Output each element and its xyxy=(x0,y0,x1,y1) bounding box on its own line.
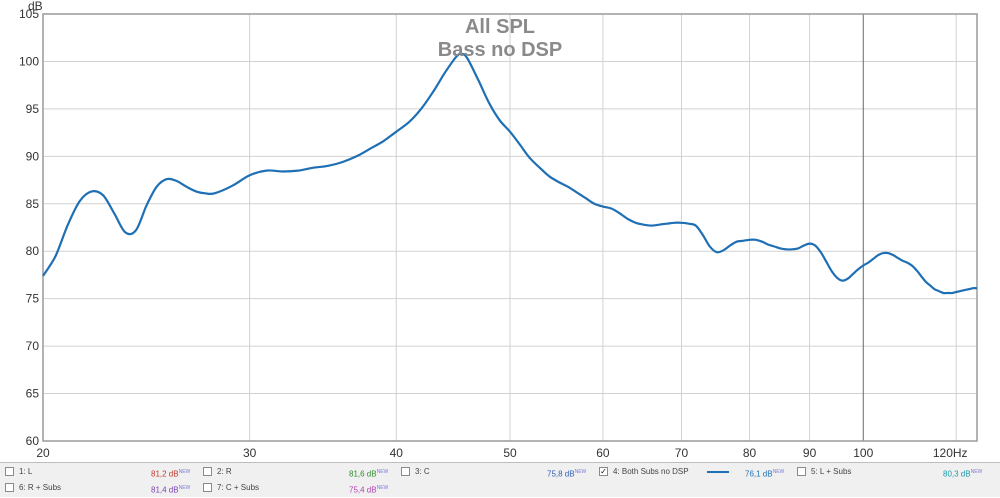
legend-label: 5: L + Subs xyxy=(811,467,852,476)
legend-new-badge: NEW xyxy=(772,469,785,475)
legend-item[interactable]: 3: C 75,8 dBNEW xyxy=(401,465,591,479)
plot-background xyxy=(0,0,1000,462)
y-axis-label: dB xyxy=(28,0,43,13)
legend-new-badge: NEW xyxy=(376,485,389,491)
y-tick-label: 100 xyxy=(19,54,39,68)
legend-checkbox[interactable] xyxy=(203,483,212,492)
y-tick-label: 95 xyxy=(26,102,40,116)
legend-new-badge: NEW xyxy=(574,469,587,475)
legend-label: 7: C + Subs xyxy=(217,483,260,492)
legend-new-badge: NEW xyxy=(178,485,191,491)
legend-item[interactable]: 2: R 81,6 dBNEW xyxy=(203,465,393,479)
y-tick-label: 85 xyxy=(26,197,40,211)
legend-new-badge: NEW xyxy=(376,469,389,475)
legend-value: 75,4 dBNEW xyxy=(349,485,389,495)
x-tick-label: 120Hz xyxy=(933,446,968,460)
legend-checkbox[interactable] xyxy=(5,467,14,476)
chart-subtitle: Bass no DSP xyxy=(438,39,562,61)
legend-new-badge: NEW xyxy=(970,469,983,475)
legend-value: 76,1 dBNEW xyxy=(745,469,785,479)
legend-label: 1: L xyxy=(19,467,33,476)
x-tick-label: 50 xyxy=(503,446,517,460)
legend-new-badge: NEW xyxy=(178,469,191,475)
legend-label: 3: C xyxy=(415,467,430,476)
legend-label: 6: R + Subs xyxy=(19,483,62,492)
y-tick-label: 90 xyxy=(26,149,40,163)
y-tick-label: 60 xyxy=(26,434,40,448)
y-tick-label: 80 xyxy=(26,244,40,258)
legend-item[interactable]: 6: R + Subs 81,4 dBNEW xyxy=(5,481,195,495)
plot-frame xyxy=(42,13,978,442)
x-tick-label: 60 xyxy=(596,446,610,460)
x-tick-label: 20 xyxy=(36,446,50,460)
y-tick-label: 65 xyxy=(26,387,40,401)
legend-item[interactable]: 7: C + Subs 75,4 dBNEW xyxy=(203,481,393,495)
legend-line-swatch xyxy=(707,471,729,473)
legend-value: 81,6 dBNEW xyxy=(349,469,389,479)
series-layer xyxy=(42,52,978,295)
x-tick-label: 40 xyxy=(390,446,404,460)
x-tick-label: 90 xyxy=(803,446,817,460)
legend-checkbox[interactable]: ✓ xyxy=(599,467,608,476)
legend-item[interactable]: ✓ 4: Both Subs no DSP 76,1 dBNEW xyxy=(599,465,789,479)
spl-chart: 60 65 70 75 80 85 90 95 100 105 20 30 40 50 60 70 80 90 1… xyxy=(0,0,1000,462)
x-tick-label: 80 xyxy=(743,446,757,460)
chart-title: All SPL xyxy=(465,16,535,38)
legend-value: 75,8 dBNEW xyxy=(547,469,587,479)
legend-item[interactable]: 5: L + Subs 80,3 dBNEW xyxy=(797,465,987,479)
legend-value: 81,4 dBNEW xyxy=(151,485,191,495)
legend-label: 4: Both Subs no DSP xyxy=(613,467,689,476)
legend-panel: 1: L 81,2 dBNEW 2: R 81,6 dBNEW 3: C 75,8 dBN… xyxy=(0,462,1000,497)
y-tick-label: 75 xyxy=(26,292,40,306)
y-tick-label: 70 xyxy=(26,339,40,353)
legend-checkbox[interactable] xyxy=(401,467,410,476)
legend-value: 80,3 dBNEW xyxy=(943,469,983,479)
x-axis-ticks: 20 30 40 50 60 70 80 90 100 120Hz xyxy=(36,446,967,460)
y-tick-label: 105 xyxy=(19,7,39,21)
legend-label: 2: R xyxy=(217,467,232,476)
legend-checkbox[interactable] xyxy=(203,467,212,476)
x-tick-label: 100 xyxy=(853,446,873,460)
legend-value: 81,2 dBNEW xyxy=(151,469,191,479)
y-axis-ticks: 60 65 70 75 80 85 90 95 100 105 xyxy=(19,7,39,448)
x-tick-label: 30 xyxy=(243,446,257,460)
series-line-both-subs-no-dsp xyxy=(42,52,978,295)
legend-checkbox[interactable] xyxy=(797,467,806,476)
x-tick-label: 70 xyxy=(675,446,689,460)
legend-item[interactable]: 1: L 81,2 dBNEW xyxy=(5,465,195,479)
legend-checkbox[interactable] xyxy=(5,483,14,492)
